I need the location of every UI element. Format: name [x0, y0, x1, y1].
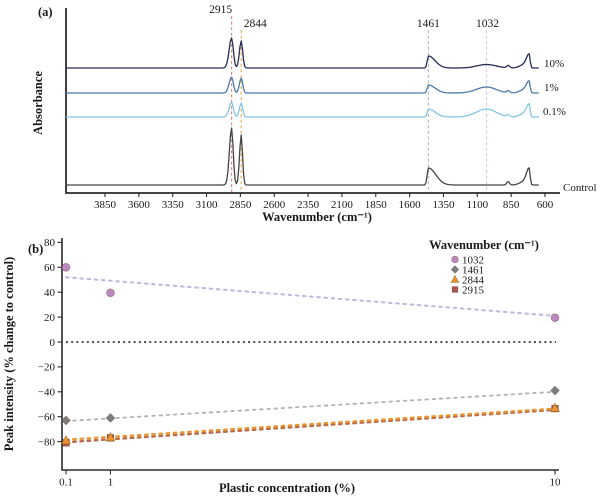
legend-title: Wavenumber (cm⁻¹) [429, 238, 539, 252]
legend-marker-2844 [450, 274, 460, 283]
legend-marker-2915 [451, 286, 459, 293]
data-point-1461 [550, 385, 560, 396]
x-tick-label: 1 [108, 477, 114, 489]
data-point-1032 [61, 262, 71, 272]
y-tick-label: −60 [38, 412, 56, 424]
x-tick-label: 3600 [128, 199, 151, 211]
spectrum-line-1% [66, 76, 539, 94]
panel-a-label: (a) [38, 5, 53, 19]
trend-line-1461 [65, 390, 556, 422]
peak-marker-label-1461: 1461 [417, 18, 440, 30]
x-tick-label: 2100 [331, 199, 354, 211]
y-tick-label: 20 [44, 312, 56, 324]
spectrum-label-10%: 10% [544, 58, 564, 70]
y-tick-label: 60 [44, 262, 56, 274]
y-tick-label: 80 [44, 237, 56, 249]
panel-a-chart: 3850 3600 3350 3100 2850 2600 2350 2100 1850 1600… [65, 4, 597, 211]
legend-label-2844: 2844 [462, 274, 485, 286]
legend-marker-1461 [450, 265, 460, 274]
peak-marker-label-2844: 2844 [244, 18, 267, 30]
x-tick-label: 1100 [466, 199, 488, 211]
absorbance-axis-label: Absorbance [31, 71, 45, 135]
peak-marker-label-2915: 2915 [209, 4, 232, 16]
legend-label-1032: 1032 [462, 254, 484, 266]
panel-b-axis-spine [61, 238, 559, 471]
peak-marker-label-1032: 1032 [476, 18, 499, 30]
data-point-2844 [60, 434, 72, 445]
legend-marker-1032 [451, 255, 459, 264]
y-tick-label: 40 [44, 287, 56, 299]
y-tick-label: 0 [50, 337, 56, 349]
trend-line-2844 [64, 407, 557, 441]
x-tick-label: 2350 [297, 199, 320, 211]
spectrum-line-0.1% [66, 101, 539, 118]
spectrum-label-0.1%: 0.1% [543, 106, 566, 118]
data-point-2844 [105, 431, 116, 442]
data-point-2844 [549, 402, 561, 412]
spectrum-label-Control: Control [563, 182, 597, 194]
wavenumber-axis-label: Wavenumber (cm⁻¹) [262, 210, 372, 224]
legend-label-1461: 1461 [462, 264, 484, 276]
x-tick-label: 1350 [432, 199, 455, 211]
x-tick-label: 850 [503, 199, 520, 211]
plastic-concentration-axis-label: Plastic concentration (%) [219, 481, 355, 495]
panel-b-label: (b) [28, 242, 43, 256]
data-point-1461 [105, 413, 116, 423]
spectrum-label-1%: 1% [544, 82, 559, 94]
trend-line-1032 [65, 276, 557, 317]
spectrum-line-Control [66, 127, 539, 186]
panel-a-axis-spine [65, 8, 560, 194]
data-point-1461 [61, 415, 71, 426]
y-tick-label: −40 [38, 387, 56, 399]
spectrum-line-10% [66, 37, 539, 69]
x-tick-label: 2850 [229, 199, 252, 211]
data-point-1032 [106, 288, 115, 298]
x-tick-label: 10 [550, 477, 562, 489]
legend-label-2915: 2915 [462, 284, 485, 296]
y-tick-label: −80 [38, 436, 56, 448]
trend-line-2915 [64, 408, 557, 444]
x-tick-label: 1850 [365, 199, 388, 211]
x-tick-label: 0.1 [59, 477, 73, 489]
x-tick-label: 600 [537, 199, 554, 211]
y-tick-label: −20 [38, 362, 56, 374]
x-tick-label: 3100 [196, 199, 219, 211]
x-tick-label: 2600 [263, 199, 286, 211]
x-tick-label: 3850 [94, 199, 117, 211]
x-tick-label: 3350 [162, 199, 185, 211]
data-point-1032 [550, 313, 560, 323]
x-tick-label: 1600 [399, 199, 422, 211]
panel-b-chart: 80 60 40 20 0 −20 −40 −60 −80 0.1 1 10 1032146128442… [38, 237, 561, 488]
peak-intensity-axis-label: Peak intensity (% change to control) [2, 257, 16, 452]
